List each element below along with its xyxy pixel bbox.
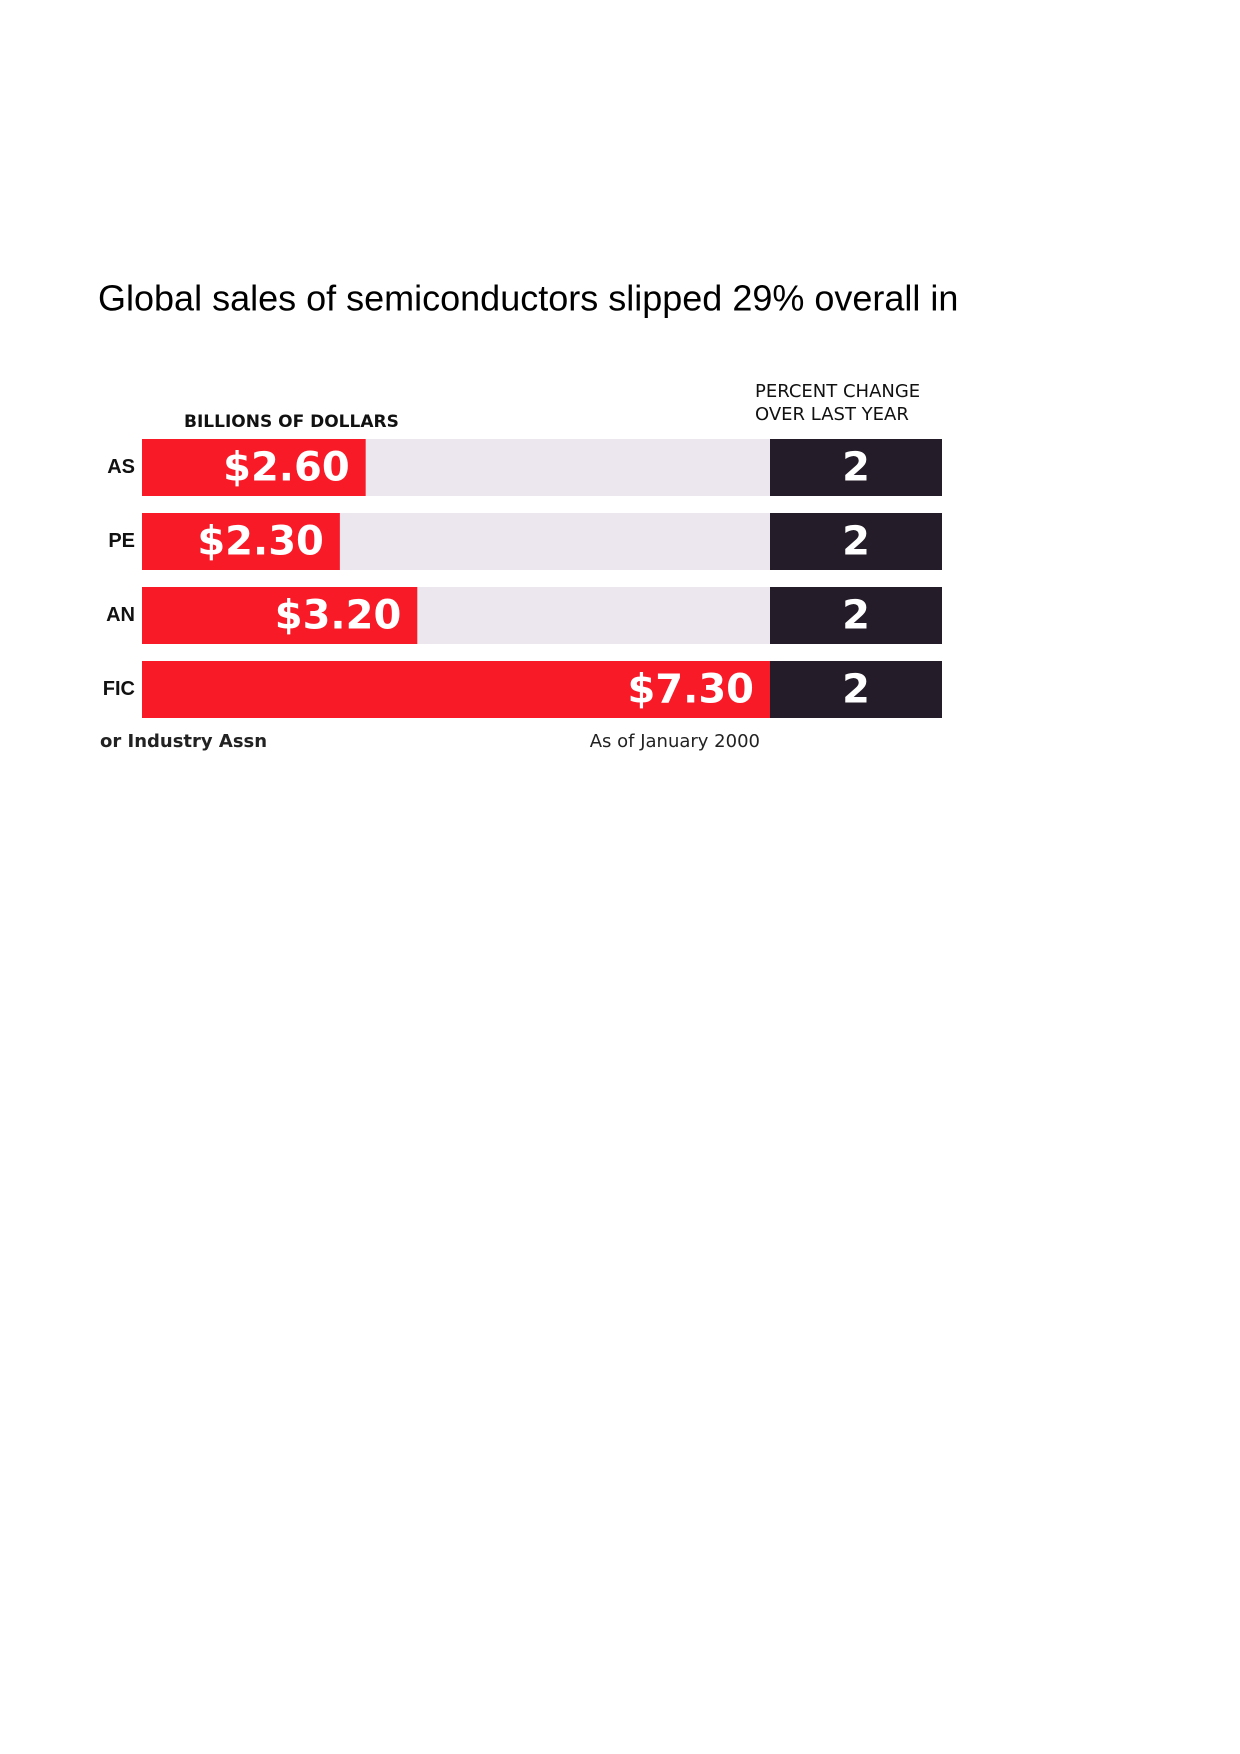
change-header: PERCENT CHANGE <box>755 381 920 402</box>
value-label: $2.60 <box>223 445 350 491</box>
category-label: PE <box>108 530 135 552</box>
value-label: $2.30 <box>197 519 324 565</box>
change-value: 2 <box>842 667 870 713</box>
change-box <box>770 661 942 718</box>
bar <box>142 587 418 644</box>
change-box <box>770 587 942 644</box>
bar <box>142 513 340 570</box>
bar <box>142 439 366 496</box>
change-value: 2 <box>842 445 870 491</box>
change-box <box>770 513 942 570</box>
category-label: FIC <box>103 678 135 700</box>
category-label: AS <box>107 456 135 478</box>
change-box <box>770 439 942 496</box>
bar <box>142 661 770 718</box>
change-value: 2 <box>842 593 870 639</box>
value-label: $7.30 <box>627 667 754 713</box>
axis-label: BILLIONS OF DOLLARS <box>184 412 399 432</box>
note: As of January 2000 <box>590 731 760 752</box>
source: or Industry Assn <box>100 731 267 752</box>
category-label: AN <box>106 604 135 626</box>
chart-title: Global sales of semiconductors slipped 2… <box>98 278 958 319</box>
change-value: 2 <box>842 519 870 565</box>
value-label: $3.20 <box>275 593 402 639</box>
change-header: OVER LAST YEAR <box>755 404 909 425</box>
